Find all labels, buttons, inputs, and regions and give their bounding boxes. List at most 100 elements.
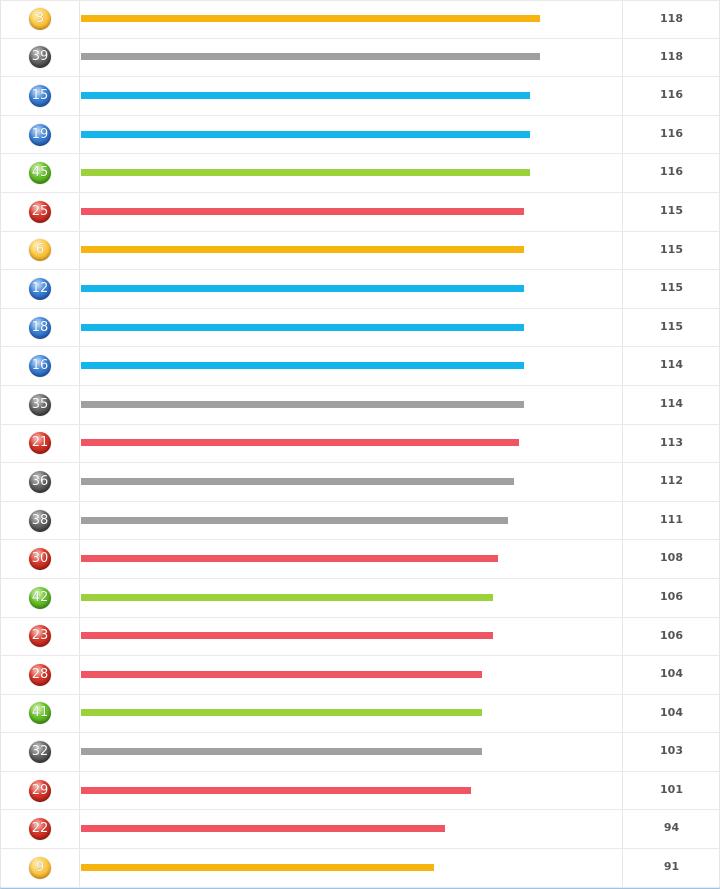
bar-cell	[80, 1, 623, 38]
count-value: 113	[660, 435, 683, 449]
ball-cell: 42	[1, 578, 80, 617]
count-value: 104	[660, 667, 683, 681]
frequency-bar	[81, 748, 482, 756]
count-value: 108	[660, 551, 683, 565]
bar-cell	[80, 115, 623, 154]
bar-cell	[80, 733, 623, 771]
frequency-bar	[81, 362, 524, 370]
table-row: 36 112	[1, 463, 719, 502]
frequency-bar	[81, 91, 530, 99]
frequency-bar	[81, 130, 530, 138]
lotto-ball: 36	[29, 470, 51, 493]
count-value: 115	[660, 203, 683, 217]
ball-cell: 9	[1, 849, 80, 887]
lotto-ball: 18	[29, 316, 51, 339]
frequency-bar	[81, 593, 493, 601]
lotto-ball: 23	[29, 625, 51, 648]
ball-cell: 25	[1, 192, 80, 231]
ball-cell: 35	[1, 385, 80, 424]
table-row: 41 104	[1, 694, 719, 734]
frequency-bar	[81, 825, 445, 833]
ball-cell: 15	[1, 77, 80, 115]
lotto-ball: 45	[29, 162, 51, 185]
lotto-ball: 12	[29, 277, 51, 300]
table-row: 30 108	[1, 540, 719, 579]
ball-cell: 28	[1, 656, 80, 694]
count-value: 118	[660, 49, 683, 63]
ball-cell: 22	[1, 810, 80, 849]
ball-cell: 39	[1, 38, 80, 77]
bar-cell	[80, 540, 623, 578]
frequency-bar	[81, 670, 482, 678]
lotto-ball: 15	[29, 84, 51, 107]
lotto-ball: 39	[29, 46, 51, 69]
table-row: 16 114	[1, 347, 719, 386]
frequency-bar	[81, 555, 498, 563]
bar-cell	[80, 694, 623, 733]
bar-cell	[80, 617, 623, 656]
table-row: 39 118	[1, 38, 719, 78]
frequency-bar	[81, 53, 540, 61]
bar-cell	[80, 270, 623, 308]
table-row: 42 106	[1, 578, 719, 618]
lotto-ball: 6	[29, 239, 51, 262]
ball-cell: 30	[1, 540, 80, 578]
ball-cell: 45	[1, 154, 80, 192]
table-row: 45 116	[1, 154, 719, 193]
bar-cell	[80, 771, 623, 810]
count-value: 91	[663, 860, 680, 874]
frequency-bar	[81, 786, 471, 794]
bar-cell	[80, 385, 623, 424]
ball-cell: 18	[1, 308, 80, 347]
ball-cell: 29	[1, 771, 80, 810]
ball-cell: 12	[1, 270, 80, 308]
count-value: 115	[660, 281, 683, 295]
lotto-ball: 35	[29, 393, 51, 416]
table-row: 21 113	[1, 424, 719, 464]
table-row: 22 94	[1, 810, 719, 850]
lotto-ball: 16	[29, 355, 51, 378]
bar-cell	[80, 463, 623, 501]
lotto-ball: 22	[29, 818, 51, 841]
ball-cell: 36	[1, 463, 80, 501]
frequency-bar	[81, 863, 434, 871]
bar-cell	[80, 501, 623, 540]
count-value: 116	[660, 165, 683, 179]
ball-cell: 41	[1, 694, 80, 733]
frequency-bar	[81, 207, 524, 215]
lotto-ball: 30	[29, 548, 51, 571]
lotto-ball: 41	[29, 702, 51, 725]
ball-cell: 6	[1, 231, 80, 270]
ball-cell: 16	[1, 347, 80, 385]
bar-cell	[80, 578, 623, 617]
table-row: 9 91	[1, 849, 719, 888]
frequency-bar	[81, 323, 524, 331]
frequency-bar	[81, 246, 524, 254]
count-value: 106	[660, 589, 683, 603]
bar-cell	[80, 308, 623, 347]
frequency-bar	[81, 169, 530, 177]
frequency-bar	[81, 709, 482, 717]
bar-cell	[80, 810, 623, 849]
lotto-ball: 42	[29, 586, 51, 609]
bar-cell	[80, 347, 623, 385]
count-value: 116	[660, 126, 683, 140]
count-value: 118	[660, 12, 683, 25]
bar-cell	[80, 192, 623, 231]
frequency-bar	[81, 15, 540, 23]
lotto-ball: 25	[29, 200, 51, 223]
lotto-ball: 19	[29, 123, 51, 146]
bar-cell	[80, 38, 623, 77]
table-row: 28 104	[1, 656, 719, 695]
frequency-bar	[81, 439, 519, 447]
bar-cell	[80, 231, 623, 270]
table-row: 6 115	[1, 231, 719, 271]
bar-cell	[80, 656, 623, 694]
count-value: 115	[660, 242, 683, 256]
count-value: 94	[663, 821, 680, 835]
ball-cell: 3	[1, 1, 80, 38]
bar-cell	[80, 849, 623, 887]
count-value: 104	[660, 705, 683, 719]
table-row: 12 115	[1, 270, 719, 309]
table-row: 23 106	[1, 617, 719, 657]
